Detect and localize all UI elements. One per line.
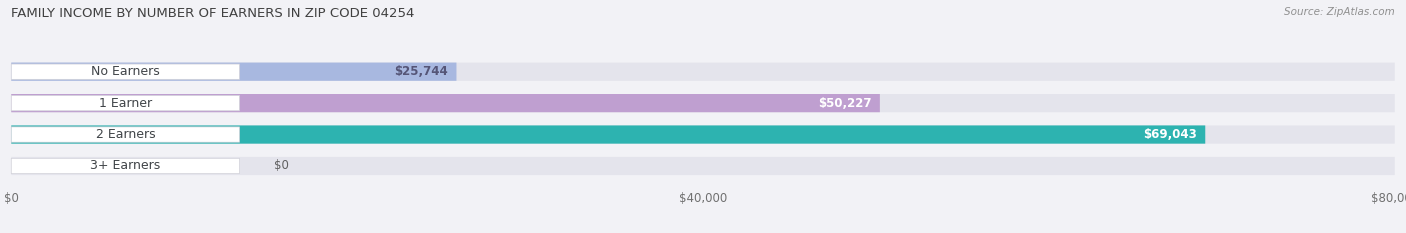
- FancyBboxPatch shape: [11, 63, 1395, 81]
- Text: $50,227: $50,227: [818, 97, 872, 110]
- Text: Source: ZipAtlas.com: Source: ZipAtlas.com: [1284, 7, 1395, 17]
- Text: FAMILY INCOME BY NUMBER OF EARNERS IN ZIP CODE 04254: FAMILY INCOME BY NUMBER OF EARNERS IN ZI…: [11, 7, 415, 20]
- FancyBboxPatch shape: [11, 158, 239, 174]
- FancyBboxPatch shape: [11, 94, 880, 112]
- Text: 1 Earner: 1 Earner: [98, 97, 152, 110]
- Text: 2 Earners: 2 Earners: [96, 128, 155, 141]
- FancyBboxPatch shape: [11, 125, 1395, 144]
- FancyBboxPatch shape: [11, 127, 239, 142]
- Text: $0: $0: [274, 159, 290, 172]
- FancyBboxPatch shape: [11, 125, 1205, 144]
- FancyBboxPatch shape: [11, 96, 239, 111]
- FancyBboxPatch shape: [11, 157, 1395, 175]
- Text: No Earners: No Earners: [91, 65, 160, 78]
- FancyBboxPatch shape: [11, 64, 239, 79]
- FancyBboxPatch shape: [11, 94, 1395, 112]
- Text: $69,043: $69,043: [1143, 128, 1197, 141]
- Text: $25,744: $25,744: [395, 65, 449, 78]
- Text: 3+ Earners: 3+ Earners: [90, 159, 160, 172]
- FancyBboxPatch shape: [11, 63, 457, 81]
